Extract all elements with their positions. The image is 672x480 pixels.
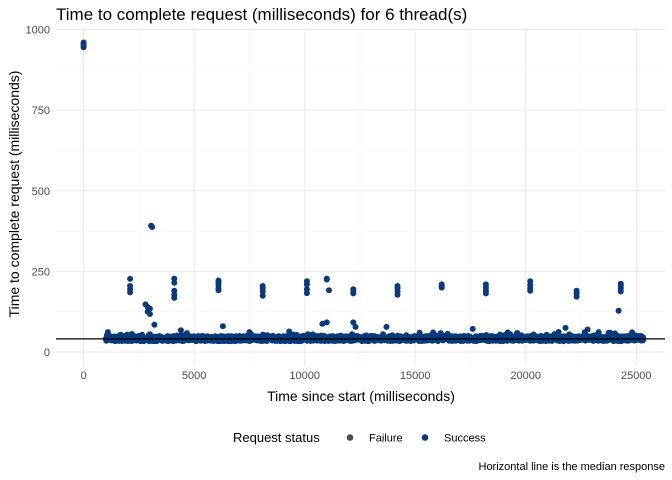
x-tick-label: 15000 [400, 370, 431, 382]
data-point [246, 329, 253, 336]
data-point [562, 324, 569, 331]
data-point [149, 224, 156, 230]
data-point [584, 326, 591, 333]
y-axis-label: Time to complete request (milliseconds) [6, 71, 22, 318]
data-point [416, 329, 423, 336]
y-tick-label: 250 [32, 266, 50, 278]
data-point [482, 290, 489, 297]
data-point [171, 275, 178, 282]
data-point [513, 330, 520, 337]
y-tick-label: 750 [32, 105, 50, 117]
legend-key-failure [346, 434, 354, 441]
y-tick-label: 500 [32, 186, 50, 198]
data-point [352, 323, 359, 330]
data-point [323, 276, 330, 283]
chart-title: Time to complete request (milliseconds) … [56, 5, 467, 24]
data-point [259, 288, 266, 295]
legend-label-success: Success [444, 433, 486, 445]
data-point [640, 337, 646, 344]
data-point [127, 289, 134, 296]
x-tick-label: 10000 [289, 370, 320, 382]
data-point [80, 44, 87, 51]
data-point [151, 321, 158, 328]
data-point [617, 288, 624, 295]
x-tick-label: 25000 [621, 370, 652, 382]
legend: Request status Failure Success [233, 430, 486, 445]
data-point [127, 275, 134, 282]
data-points [80, 39, 647, 345]
data-point [438, 284, 445, 291]
grid [56, 28, 665, 365]
data-point [615, 307, 622, 314]
data-point [595, 329, 602, 336]
data-point [394, 291, 401, 298]
data-point [350, 319, 357, 326]
axis-ticks: 0 5000 10000 15000 20000 25000 0 250 500 750 1000 [26, 25, 652, 382]
x-tick-label: 20000 [510, 370, 541, 382]
legend-key-success [421, 434, 429, 441]
data-point [259, 292, 266, 299]
data-point [323, 319, 330, 326]
data-point [146, 311, 153, 317]
chart-caption: Horizontal line is the median response [479, 461, 666, 473]
data-point [303, 281, 310, 288]
x-axis-label: Time since start (milliseconds) [267, 388, 455, 404]
legend-label-failure: Failure [369, 433, 403, 445]
x-tick-label: 0 [81, 370, 87, 382]
data-point [469, 325, 476, 332]
y-tick-label: 1000 [26, 25, 50, 37]
legend-title: Request status [233, 430, 320, 445]
data-point [171, 279, 178, 286]
data-point [177, 327, 184, 334]
data-point [303, 290, 310, 297]
data-point [573, 293, 580, 300]
data-point [326, 287, 332, 294]
data-point [383, 323, 390, 330]
data-point [104, 329, 111, 336]
y-tick-label: 0 [44, 347, 50, 359]
data-point [350, 290, 357, 297]
x-tick-label: 5000 [182, 370, 206, 382]
data-point [215, 287, 222, 294]
data-point [171, 294, 178, 301]
data-point [527, 287, 534, 294]
data-point [219, 323, 226, 330]
data-point [286, 328, 293, 335]
